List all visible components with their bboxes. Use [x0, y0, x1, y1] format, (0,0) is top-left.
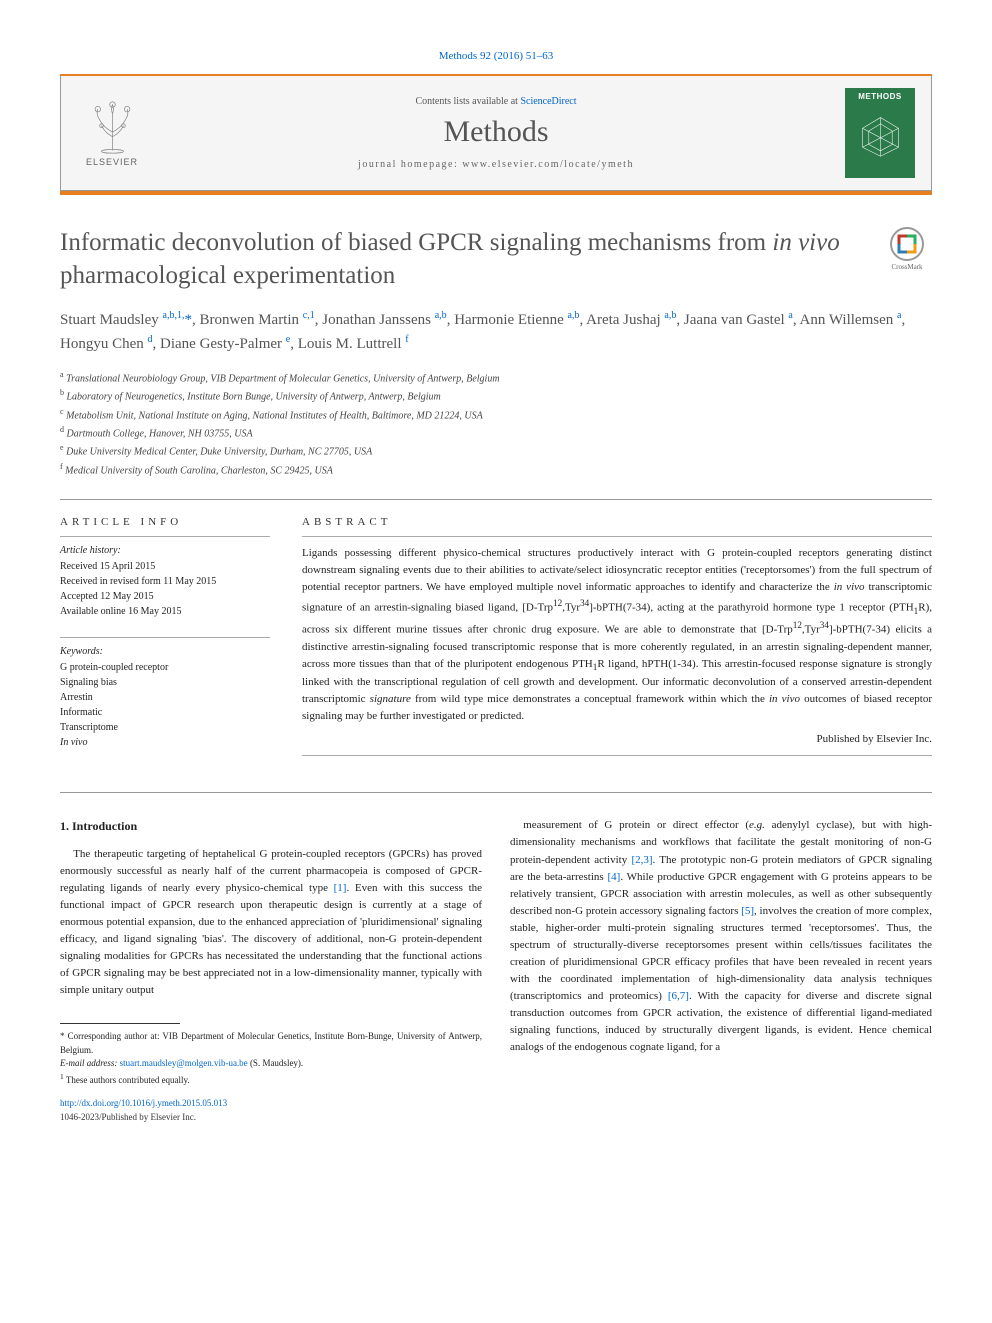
abstract-header: ABSTRACT: [302, 516, 932, 528]
email-suffix: (S. Maudsley).: [248, 1058, 304, 1068]
sciencedirect-link[interactable]: ScienceDirect: [520, 96, 576, 107]
keyword: Informatic: [60, 705, 270, 720]
accent-bar: [60, 191, 932, 195]
publisher-logo: ELSEVIER: [77, 93, 147, 173]
affiliation: c Metabolism Unit, National Institute on…: [60, 406, 932, 424]
keywords-label: Keywords:: [60, 646, 270, 657]
contents-prefix: Contents lists available at: [415, 96, 520, 107]
body-columns: 1. Introduction The therapeutic targetin…: [60, 817, 932, 1125]
corresponding-author-note: * Corresponding author at: VIB Departmen…: [60, 1030, 482, 1057]
footnote-divider: [60, 1023, 180, 1024]
keyword: G protein-coupled receptor: [60, 660, 270, 675]
affiliation: f Medical University of South Carolina, …: [60, 461, 932, 479]
crossmark-badge[interactable]: CrossMark: [882, 227, 932, 277]
crossmark-icon: [895, 232, 919, 256]
elsevier-tree-icon: [85, 100, 140, 155]
email-line: E-mail address: stuart.maudsley@molgen.v…: [60, 1057, 482, 1071]
abstract: ABSTRACT Ligands possessing different ph…: [302, 516, 932, 764]
journal-homepage: journal homepage: www.elsevier.com/locat…: [163, 159, 829, 170]
abstract-text: Ligands possessing different physico-che…: [302, 545, 932, 725]
keyword: Signaling bias: [60, 675, 270, 690]
article-info: ARTICLE INFO Article history: Received 1…: [60, 516, 270, 764]
journal-cover: METHODS: [845, 88, 915, 178]
section-divider: [60, 499, 932, 500]
publisher-line: Published by Elsevier Inc.: [302, 733, 932, 745]
email-label: E-mail address:: [60, 1058, 120, 1068]
history-line: Available online 16 May 2015: [60, 604, 270, 619]
keyword: Transcriptome: [60, 720, 270, 735]
cover-shape-icon: [858, 113, 903, 158]
title-pre: Informatic deconvolution of biased GPCR …: [60, 229, 772, 256]
crossmark-label: CrossMark: [891, 263, 922, 271]
history-label: Article history:: [60, 545, 270, 556]
citation: Methods 92 (2016) 51–63: [60, 50, 932, 62]
affiliation: b Laboratory of Neurogenetics, Institute…: [60, 387, 932, 405]
affiliations: a Translational Neurobiology Group, VIB …: [60, 369, 932, 479]
copyright: 1046-2023/Published by Elsevier Inc.: [60, 1111, 482, 1125]
history-line: Accepted 12 May 2015: [60, 589, 270, 604]
article-title: Informatic deconvolution of biased GPCR …: [60, 227, 866, 292]
abstract-end-divider: [302, 755, 932, 756]
history-line: Received 15 April 2015: [60, 559, 270, 574]
body-paragraph: measurement of G protein or direct effec…: [510, 817, 932, 1056]
authors-list: Stuart Maudsley a,b,1,*, Bronwen Martin …: [60, 308, 932, 355]
doi-link[interactable]: http://dx.doi.org/10.1016/j.ymeth.2015.0…: [60, 1097, 482, 1111]
info-divider: [60, 637, 270, 638]
affiliation: e Duke University Medical Center, Duke U…: [60, 442, 932, 460]
history-line: Received in revised form 11 May 2015: [60, 574, 270, 589]
abstract-divider: [302, 536, 932, 537]
title-post: pharmacological experimentation: [60, 262, 395, 289]
journal-header: ELSEVIER Contents lists available at Sci…: [60, 74, 932, 191]
section-heading: 1. Introduction: [60, 817, 482, 836]
title-italic: in vivo: [772, 229, 839, 256]
journal-name: Methods: [163, 115, 829, 149]
cover-title: METHODS: [858, 92, 902, 101]
section-divider: [60, 792, 932, 793]
affiliation: a Translational Neurobiology Group, VIB …: [60, 369, 932, 387]
info-divider: [60, 536, 270, 537]
keyword: In vivo: [60, 735, 270, 750]
body-paragraph: The therapeutic targeting of heptahelica…: [60, 846, 482, 999]
keyword: Arrestin: [60, 690, 270, 705]
body-column-right: measurement of G protein or direct effec…: [510, 817, 932, 1125]
equal-contribution-note: 1 These authors contributed equally.: [60, 1071, 482, 1088]
publisher-name: ELSEVIER: [86, 157, 138, 167]
body-column-left: 1. Introduction The therapeutic targetin…: [60, 817, 482, 1125]
affiliation: d Dartmouth College, Hanover, NH 03755, …: [60, 424, 932, 442]
contents-line: Contents lists available at ScienceDirec…: [163, 96, 829, 107]
footnotes: * Corresponding author at: VIB Departmen…: [60, 1023, 482, 1087]
info-header: ARTICLE INFO: [60, 516, 270, 528]
author-email-link[interactable]: stuart.maudsley@molgen.vib-ua.be: [120, 1058, 248, 1068]
